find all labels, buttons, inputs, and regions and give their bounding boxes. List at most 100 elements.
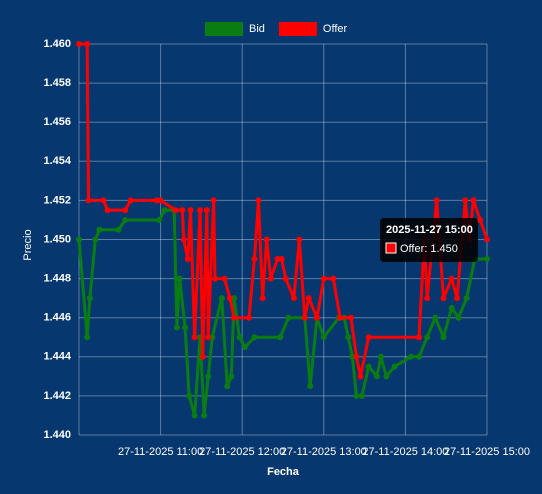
data-point bbox=[92, 236, 99, 243]
data-point bbox=[407, 353, 414, 360]
data-point bbox=[104, 207, 111, 214]
data-point bbox=[255, 197, 262, 204]
data-point bbox=[115, 226, 122, 233]
data-point bbox=[448, 304, 455, 311]
data-point bbox=[282, 275, 289, 282]
data-point bbox=[365, 363, 372, 370]
x-tick-label: 27-11-2025 15:00 bbox=[444, 446, 530, 458]
data-point bbox=[236, 334, 243, 341]
data-point bbox=[440, 334, 447, 341]
data-point bbox=[210, 197, 217, 204]
data-point bbox=[251, 256, 258, 263]
y-tick-label: 1.454 bbox=[43, 155, 71, 167]
data-point bbox=[176, 275, 183, 282]
data-point bbox=[157, 197, 164, 204]
data-point bbox=[353, 353, 360, 360]
y-tick-label: 1.452 bbox=[43, 194, 71, 206]
y-axis-title: Precio bbox=[22, 229, 34, 260]
data-point bbox=[320, 334, 327, 341]
data-point bbox=[191, 334, 198, 341]
data-point bbox=[231, 314, 238, 321]
x-tick-label: 27-11-2025 14:00 bbox=[362, 446, 448, 458]
data-point bbox=[259, 295, 266, 302]
data-point bbox=[180, 236, 187, 243]
data-point bbox=[365, 334, 372, 341]
data-point bbox=[156, 216, 163, 223]
data-point bbox=[305, 295, 312, 302]
data-point bbox=[191, 412, 198, 419]
data-point bbox=[484, 236, 490, 243]
data-point bbox=[246, 314, 252, 321]
y-tick-label: 1.444 bbox=[43, 351, 71, 363]
data-point bbox=[433, 197, 440, 204]
data-point bbox=[199, 353, 206, 360]
legend-label: Offer bbox=[323, 23, 348, 35]
data-point bbox=[383, 373, 390, 380]
data-point bbox=[96, 226, 103, 233]
data-point bbox=[241, 344, 248, 351]
data-point bbox=[172, 207, 179, 214]
data-point bbox=[454, 295, 461, 302]
data-point bbox=[432, 314, 439, 321]
data-point bbox=[84, 334, 91, 341]
y-tick-label: 1.456 bbox=[43, 116, 71, 128]
data-point bbox=[357, 373, 364, 380]
legend-swatch bbox=[205, 22, 243, 36]
x-tick-label: 27-11-2025 13:00 bbox=[281, 446, 367, 458]
data-point bbox=[353, 392, 360, 399]
tooltip-swatch bbox=[385, 242, 397, 254]
x-tick-label: 27-11-2025 12:00 bbox=[199, 446, 285, 458]
data-point bbox=[348, 314, 354, 321]
y-tick-label: 1.442 bbox=[43, 390, 71, 402]
data-point bbox=[226, 295, 233, 302]
data-point bbox=[484, 256, 490, 263]
data-point bbox=[448, 275, 455, 282]
data-point bbox=[462, 197, 469, 204]
y-tick-label: 1.458 bbox=[43, 77, 71, 89]
data-point bbox=[122, 216, 129, 223]
data-point bbox=[463, 295, 470, 302]
data-point bbox=[440, 295, 447, 302]
data-point bbox=[277, 334, 284, 341]
data-point bbox=[182, 324, 189, 331]
data-point bbox=[301, 314, 308, 321]
legend-swatch bbox=[278, 22, 317, 36]
data-point bbox=[320, 275, 327, 282]
data-point bbox=[416, 353, 422, 360]
data-point bbox=[86, 295, 93, 302]
data-point bbox=[373, 373, 380, 380]
data-point bbox=[330, 275, 337, 282]
y-tick-label: 1.446 bbox=[43, 312, 71, 324]
data-point bbox=[201, 412, 208, 419]
data-point bbox=[179, 207, 186, 214]
data-point bbox=[296, 236, 303, 243]
tooltip-title: 2025-11-27 15:00 bbox=[386, 224, 473, 236]
data-point bbox=[278, 256, 285, 263]
data-point bbox=[205, 334, 212, 341]
data-point bbox=[212, 275, 218, 282]
data-point bbox=[76, 236, 82, 243]
data-point bbox=[391, 363, 398, 370]
y-tick-label: 1.460 bbox=[43, 38, 71, 50]
data-point bbox=[84, 41, 91, 47]
y-tick-label: 1.450 bbox=[43, 233, 71, 245]
data-point bbox=[187, 207, 194, 214]
data-point bbox=[127, 197, 134, 204]
data-point bbox=[290, 295, 297, 302]
data-point bbox=[85, 197, 92, 204]
data-point bbox=[161, 207, 168, 214]
y-tick-label: 1.448 bbox=[43, 273, 71, 285]
data-point bbox=[337, 314, 344, 321]
data-point bbox=[251, 334, 258, 341]
data-point bbox=[345, 334, 352, 341]
data-point bbox=[455, 314, 462, 321]
legend-label: Bid bbox=[249, 23, 265, 35]
tooltip-box bbox=[380, 218, 478, 262]
data-point bbox=[205, 373, 212, 380]
data-point bbox=[424, 334, 431, 341]
data-point bbox=[263, 236, 270, 243]
data-point bbox=[173, 324, 180, 331]
data-point bbox=[314, 314, 320, 321]
data-point bbox=[224, 383, 231, 390]
